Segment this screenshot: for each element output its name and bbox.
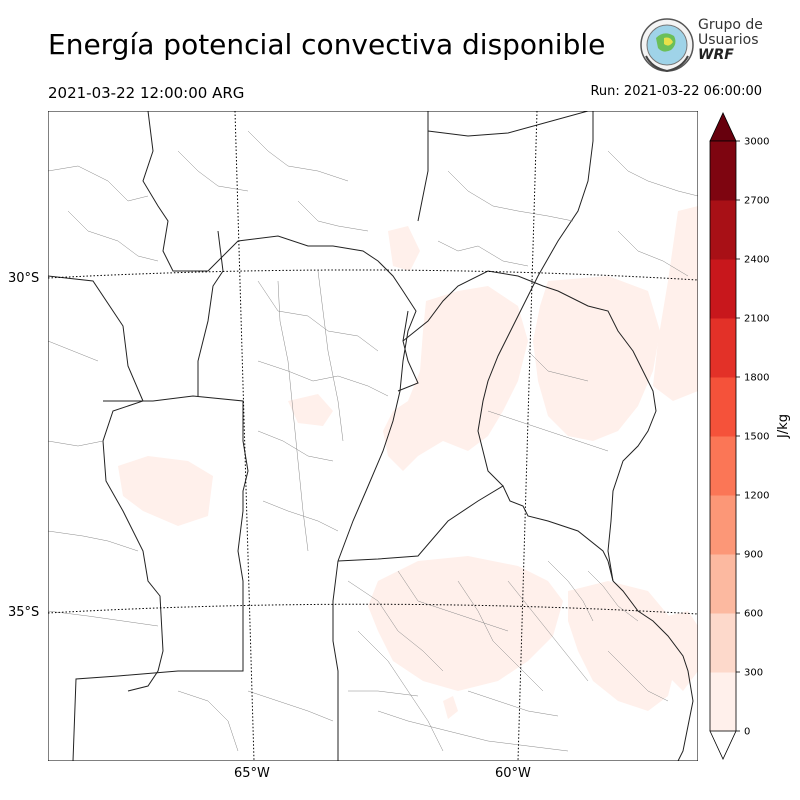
colorbar-unit: J/kg bbox=[776, 414, 791, 438]
colorbar-segment bbox=[710, 141, 736, 201]
map-title: Energía potencial convectiva disponible bbox=[48, 28, 606, 61]
colorbar-segment bbox=[710, 436, 736, 496]
graticule bbox=[48, 111, 698, 761]
colorbar-tick-label: 2400 bbox=[744, 255, 769, 266]
logo-line-2: Usuarios bbox=[698, 32, 759, 48]
colorbar-tick-label: 600 bbox=[744, 609, 763, 620]
colorbar-tick-label: 3000 bbox=[744, 137, 769, 148]
lon-label-65w: 65°W bbox=[234, 766, 270, 781]
province-boundaries bbox=[48, 111, 657, 761]
wrf-logo: Grupo de Usuarios WRF bbox=[638, 16, 768, 74]
colorbar-tick-label: 1500 bbox=[744, 432, 769, 443]
colorbar-tick-label: 1800 bbox=[744, 373, 769, 384]
logo-line-3: WRF bbox=[698, 47, 734, 63]
colorbar-tick-label: 2100 bbox=[744, 314, 769, 325]
colorbar-segment bbox=[710, 672, 736, 732]
lat-label-30s: 30°S bbox=[8, 271, 40, 286]
valid-time: 2021-03-22 12:00:00 ARG bbox=[48, 84, 245, 102]
colorbar: 0 300 600 900 1200 1500 1800 2100 2400 2700 3000 bbox=[709, 112, 769, 760]
department-boundaries bbox=[48, 130, 698, 752]
wrf-globe-icon bbox=[640, 18, 694, 73]
lon-label-60w: 60°W bbox=[495, 766, 531, 781]
lat-label-35s: 35°S bbox=[8, 605, 40, 620]
colorbar-tick-label: 2700 bbox=[744, 196, 769, 207]
cape-map bbox=[48, 111, 698, 761]
colorbar-segment bbox=[710, 377, 736, 437]
colorbar-tick-label: 0 bbox=[744, 727, 750, 738]
colorbar-segment bbox=[710, 554, 736, 614]
logo-line-1: Grupo de bbox=[698, 17, 763, 33]
colorbar-extend-min bbox=[709, 730, 737, 760]
colorbar-segment bbox=[710, 613, 736, 673]
colorbar-segment bbox=[710, 259, 736, 319]
coastline bbox=[612, 580, 694, 761]
colorbar-extend-max bbox=[709, 112, 737, 142]
colorbar-tick-label: 900 bbox=[744, 550, 763, 561]
colorbar-segment bbox=[710, 200, 736, 260]
colorbar-segment bbox=[710, 495, 736, 555]
colorbar-tick-label: 300 bbox=[744, 668, 763, 679]
cape-fill-areas bbox=[118, 206, 698, 719]
colorbar-tick-label: 1200 bbox=[744, 491, 769, 502]
run-time: Run: 2021-03-22 06:00:00 bbox=[590, 84, 762, 99]
colorbar-segment bbox=[710, 318, 736, 378]
